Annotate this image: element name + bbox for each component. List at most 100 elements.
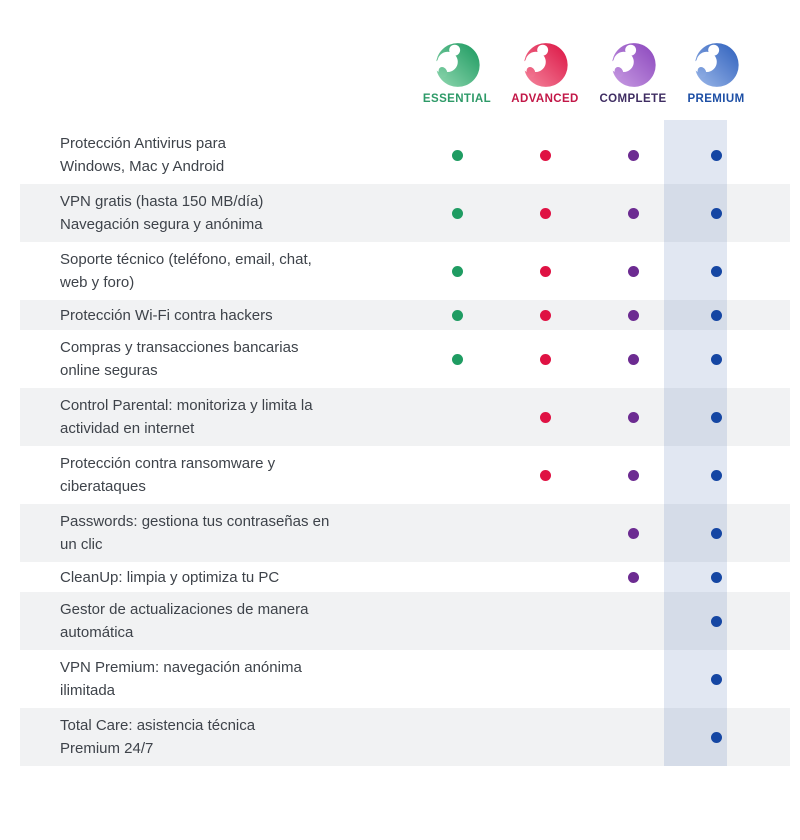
- availability-cell-premium: [677, 304, 755, 327]
- feature-description: Gestor de actualizaciones de manera auto…: [20, 598, 413, 644]
- plan-column-header-premium[interactable]: PREMIUM: [677, 40, 755, 106]
- feature-description: Soporte técnico (teléfono, email, chat, …: [20, 248, 413, 294]
- availability-cell-essential: [413, 598, 501, 644]
- included-dot: [710, 265, 722, 277]
- feature-line-2: actividad en internet: [60, 420, 195, 437]
- availability-cell-premium: [677, 598, 755, 644]
- included-dot: [710, 411, 722, 423]
- panda-logo-icon: [610, 43, 656, 87]
- feature-description: Passwords: gestiona tus contraseñas en u…: [20, 510, 413, 556]
- included-dot: [539, 149, 551, 161]
- availability-cell-essential: [413, 190, 501, 236]
- feature-line-1: Compras y transacciones bancarias: [60, 339, 299, 356]
- availability-cell-advanced: [501, 598, 589, 644]
- availability-cell-essential: [413, 394, 501, 440]
- plan-column-header-complete[interactable]: COMPLETE: [589, 40, 677, 106]
- plan-name-label: ESSENTIAL: [422, 93, 492, 105]
- availability-cell-premium: [677, 510, 755, 556]
- included-dot: [451, 207, 463, 219]
- availability-cell-essential: [413, 132, 501, 178]
- availability-cell-advanced: [501, 132, 589, 178]
- included-dot: [710, 615, 722, 627]
- feature-line-1: Protección Antivirus para: [60, 135, 226, 152]
- feature-description: Compras y transacciones bancarias online…: [20, 336, 413, 382]
- included-dot: [451, 149, 463, 161]
- availability-cell-complete: [589, 190, 677, 236]
- plan-comparison-page: ESSENTIAL ADVANCED: [0, 40, 800, 840]
- included-dot: [627, 265, 639, 277]
- included-dot: [627, 207, 639, 219]
- availability-cell-advanced: [501, 566, 589, 589]
- feature-row: Compras y transacciones bancarias online…: [20, 330, 790, 388]
- feature-line-1: Protección contra ransomware y: [60, 455, 276, 472]
- plan-column-header-advanced[interactable]: ADVANCED: [501, 40, 589, 106]
- feature-line-1: VPN gratis (hasta 150 MB/día): [60, 193, 264, 210]
- included-dot: [710, 309, 722, 321]
- included-dot: [710, 353, 722, 365]
- availability-cell-advanced: [501, 510, 589, 556]
- availability-cell-complete: [589, 656, 677, 702]
- feature-description: VPN gratis (hasta 150 MB/día) Navegación…: [20, 190, 413, 236]
- feature-description: CleanUp: limpia y optimiza tu PC: [20, 566, 413, 589]
- feature-line-1: Total Care: asistencia técnica: [60, 717, 256, 734]
- plan-column-header-essential[interactable]: ESSENTIAL: [413, 40, 501, 106]
- availability-cell-complete: [589, 132, 677, 178]
- included-dot: [710, 149, 722, 161]
- availability-cell-complete: [589, 304, 677, 327]
- feature-line-2: Windows, Mac y Android: [60, 158, 225, 175]
- feature-line-2: automática: [60, 624, 134, 641]
- availability-cell-premium: [677, 394, 755, 440]
- included-dot: [539, 265, 551, 277]
- included-dot: [539, 309, 551, 321]
- feature-line-2: online seguras: [60, 362, 158, 379]
- feature-description: Total Care: asistencia técnica Premium 2…: [20, 714, 413, 760]
- availability-cell-complete: [589, 248, 677, 294]
- availability-cell-advanced: [501, 714, 589, 760]
- availability-cell-premium: [677, 452, 755, 498]
- feature-line-2: un clic: [60, 536, 103, 553]
- availability-cell-complete: [589, 452, 677, 498]
- feature-line-1: Control Parental: monitoriza y limita la: [60, 397, 313, 414]
- availability-cell-essential: [413, 656, 501, 702]
- feature-row: VPN Premium: navegación anónima ilimitad…: [20, 650, 790, 708]
- feature-description: VPN Premium: navegación anónima ilimitad…: [20, 656, 413, 702]
- included-dot: [627, 353, 639, 365]
- feature-row: Gestor de actualizaciones de manera auto…: [20, 592, 790, 650]
- feature-row: Control Parental: monitoriza y limita la…: [20, 388, 790, 446]
- availability-cell-advanced: [501, 656, 589, 702]
- feature-line-2: web y foro): [60, 274, 135, 291]
- included-dot: [627, 411, 639, 423]
- availability-cell-premium: [677, 714, 755, 760]
- included-dot: [710, 673, 722, 685]
- included-dot: [627, 149, 639, 161]
- feature-line-2: ilimitada: [60, 682, 116, 699]
- included-dot: [710, 469, 722, 481]
- availability-cell-premium: [677, 656, 755, 702]
- availability-cell-essential: [413, 452, 501, 498]
- availability-cell-advanced: [501, 452, 589, 498]
- included-dot: [710, 527, 722, 539]
- availability-cell-complete: [589, 566, 677, 589]
- feature-row: Protección contra ransomware y ciberataq…: [20, 446, 790, 504]
- availability-cell-complete: [589, 336, 677, 382]
- availability-cell-complete: [589, 510, 677, 556]
- panda-logo-icon: [693, 43, 739, 87]
- availability-cell-complete: [589, 394, 677, 440]
- availability-cell-premium: [677, 566, 755, 589]
- availability-cell-essential: [413, 336, 501, 382]
- included-dot: [627, 309, 639, 321]
- feature-description: Protección Wi-Fi contra hackers: [20, 304, 413, 327]
- availability-cell-essential: [413, 304, 501, 327]
- panda-logo-icon: [522, 43, 568, 87]
- availability-cell-premium: [677, 190, 755, 236]
- feature-row: Passwords: gestiona tus contraseñas en u…: [20, 504, 790, 562]
- availability-cell-advanced: [501, 394, 589, 440]
- availability-cell-advanced: [501, 248, 589, 294]
- availability-cell-advanced: [501, 336, 589, 382]
- included-dot: [627, 571, 639, 583]
- availability-cell-essential: [413, 510, 501, 556]
- availability-cell-essential: [413, 248, 501, 294]
- feature-line-1: Protección Wi-Fi contra hackers: [60, 306, 273, 324]
- feature-description: Protección contra ransomware y ciberataq…: [20, 452, 413, 498]
- plan-name-label: COMPLETE: [599, 93, 667, 105]
